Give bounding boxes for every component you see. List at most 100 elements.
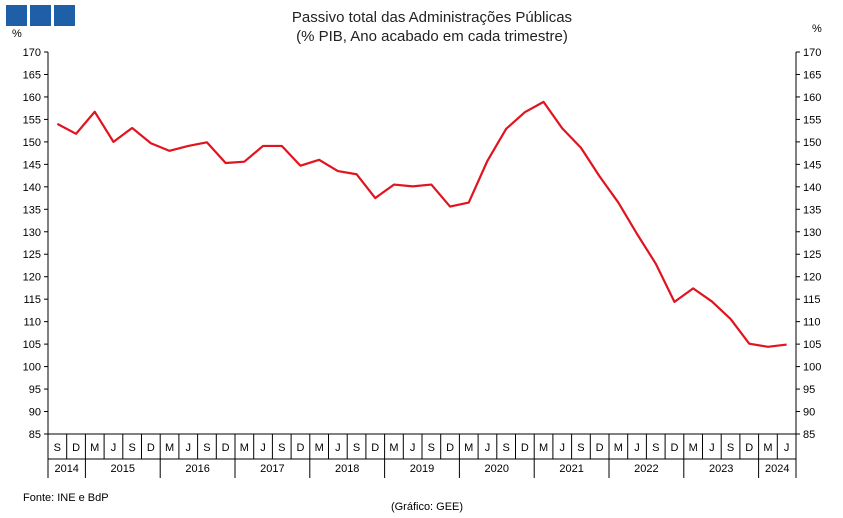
y-tick-label-right: 95 [803, 384, 815, 396]
x-tick-label: D [371, 442, 379, 454]
y-tick-label-left: 170 [23, 47, 41, 59]
x-tick-label: J [485, 442, 491, 454]
chart-subtitle: (% PIB, Ano acabado em cada trimestre) [296, 28, 568, 45]
x-tick-label: D [745, 442, 753, 454]
y-tick-label-right: 120 [803, 272, 821, 284]
y-unit-left: % [12, 28, 22, 40]
x-tick-label: J [111, 442, 117, 454]
series-line [56, 100, 787, 348]
y-tick-label-right: 150 [803, 137, 821, 149]
y-tick-label-right: 145 [803, 159, 821, 171]
year-label: 2017 [260, 463, 284, 475]
x-tick-label: S [203, 442, 210, 454]
x-tick-label: S [353, 442, 360, 454]
y-tick-label-left: 100 [23, 362, 41, 374]
y-tick-label-left: 95 [29, 384, 41, 396]
y-tick-label-right: 160 [803, 92, 821, 104]
y-tick-label-right: 90 [803, 407, 815, 419]
y-tick-label-right: 125 [803, 249, 821, 261]
y-tick-label-left: 120 [23, 272, 41, 284]
y-tick-label-right: 165 [803, 69, 821, 81]
y-tick-label-right: 155 [803, 114, 821, 126]
y-tick-label-right: 170 [803, 47, 821, 59]
y-tick-label-right: 110 [803, 317, 821, 329]
credit-note: (Gráfico: GEE) [391, 501, 463, 513]
year-label: 2021 [559, 463, 583, 475]
y-tick-label-left: 155 [23, 114, 41, 126]
year-label: 2019 [410, 463, 434, 475]
x-tick-label: M [165, 442, 174, 454]
y-tick-label-left: 135 [23, 204, 41, 216]
x-tick-label: S [577, 442, 584, 454]
y-tick-label-left: 110 [23, 317, 41, 329]
year-label: 2015 [111, 463, 135, 475]
year-label: 2020 [485, 463, 509, 475]
y-tick-label-left: 140 [23, 182, 41, 194]
y-tick-label-right: 135 [803, 204, 821, 216]
y-tick-label-left: 150 [23, 137, 41, 149]
y-unit-right: % [812, 23, 822, 35]
y-tick-label-left: 130 [23, 227, 41, 239]
y-tick-label-left: 125 [23, 249, 41, 261]
x-tick-label: J [410, 442, 416, 454]
y-tick-label-right: 100 [803, 362, 821, 374]
x-tick-label: S [278, 442, 285, 454]
series-layer [56, 100, 787, 348]
x-tick-label: J [784, 442, 790, 454]
y-tick-label-left: 105 [23, 339, 41, 351]
year-label: 2014 [54, 463, 78, 475]
x-tick-label: S [727, 442, 734, 454]
x-tick-label: J [186, 442, 192, 454]
y-tick-label-right: 85 [803, 429, 815, 441]
chart-title: Passivo total das Administrações Pública… [292, 9, 572, 26]
x-tick-label: J [634, 442, 640, 454]
x-tick-label: M [315, 442, 324, 454]
x-tick-label: D [222, 442, 230, 454]
y-tick-label-left: 160 [23, 92, 41, 104]
x-tick-label: J [560, 442, 566, 454]
year-label: 2022 [634, 463, 658, 475]
x-tick-label: D [147, 442, 155, 454]
x-tick-label: D [670, 442, 678, 454]
year-label: 2016 [185, 463, 209, 475]
logo-square-1 [6, 5, 27, 26]
x-tick-label: S [428, 442, 435, 454]
source-note: Fonte: INE e BdP [23, 492, 109, 504]
logo-square-2 [30, 5, 51, 26]
y-tick-label-right: 140 [803, 182, 821, 194]
x-tick-label: M [240, 442, 249, 454]
x-tick-label: M [90, 442, 99, 454]
logo [6, 5, 75, 26]
x-tick-label: M [389, 442, 398, 454]
year-label: 2018 [335, 463, 359, 475]
x-tick-label: S [502, 442, 509, 454]
x-tick-label: M [464, 442, 473, 454]
x-tick-label: S [54, 442, 61, 454]
x-tick-label: D [521, 442, 529, 454]
y-tick-label-right: 130 [803, 227, 821, 239]
logo-square-3 [54, 5, 75, 26]
x-tick-label: M [763, 442, 772, 454]
x-tick-label: S [128, 442, 135, 454]
y-tick-label-left: 165 [23, 69, 41, 81]
y-tick-label-right: 115 [803, 294, 821, 306]
x-tick-label: D [72, 442, 80, 454]
x-tick-label: S [652, 442, 659, 454]
y-tick-label-left: 115 [23, 294, 41, 306]
year-label: 2024 [765, 463, 789, 475]
x-tick-label: M [614, 442, 623, 454]
y-axis-right: 85 90 95 100 105 110 115 120 125 130 135 140 145 150 1… [795, 47, 821, 441]
y-tick-label-left: 85 [29, 429, 41, 441]
x-tick-label: M [689, 442, 698, 454]
y-axis-left: 85 90 95 100 105 110 115 120 125 130 135 140 145 150 1… [23, 47, 49, 441]
y-tick-label-left: 145 [23, 159, 41, 171]
x-tick-label: M [539, 442, 548, 454]
x-tick-label: D [296, 442, 304, 454]
year-label: 2023 [709, 463, 733, 475]
x-tick-label: J [709, 442, 715, 454]
x-tick-label: D [596, 442, 604, 454]
x-tick-label: D [446, 442, 454, 454]
x-tick-label: J [260, 442, 266, 454]
